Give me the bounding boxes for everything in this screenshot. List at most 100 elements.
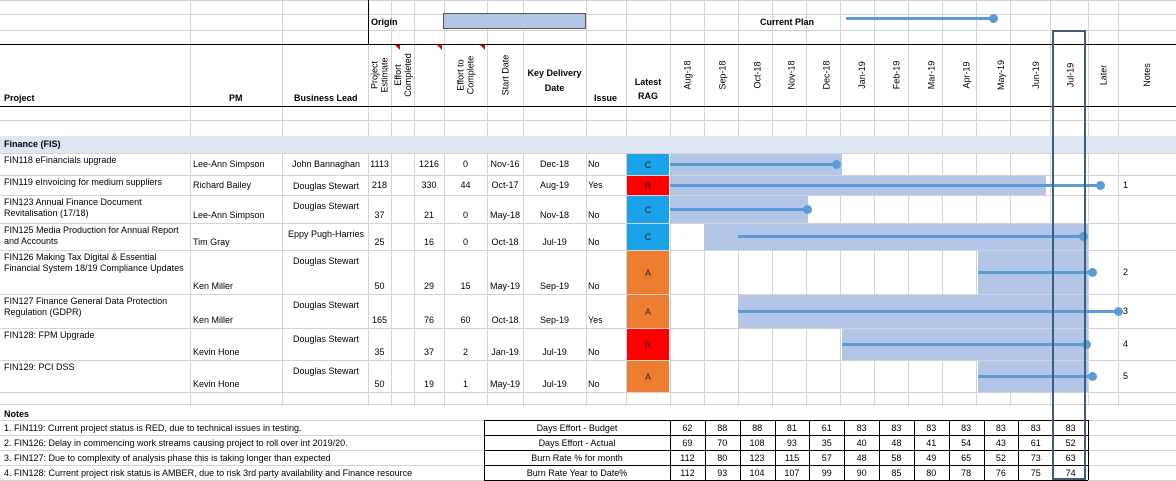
comment-marker[interactable] (480, 45, 485, 50)
summary-cell[interactable]: 80 (717, 453, 728, 463)
start-date-value[interactable]: Oct-17 (491, 179, 519, 190)
project-business-lead[interactable]: Douglas Stewart (292, 366, 360, 376)
issue-value[interactable]: No (588, 210, 600, 220)
project-estimate-value[interactable]: 50 (374, 281, 385, 291)
summary-cell[interactable]: 40 (856, 438, 867, 448)
project-business-lead[interactable]: Douglas Stewart (292, 300, 360, 310)
key-delivery-date-value[interactable]: Sep-19 (539, 281, 570, 291)
summary-cell[interactable]: 61 (821, 423, 832, 433)
summary-cell[interactable]: 83 (1065, 423, 1076, 433)
note-reference[interactable]: 3 (1123, 306, 1129, 316)
note-reference[interactable]: 5 (1123, 371, 1129, 381)
effort-completed-value[interactable]: 19 (423, 379, 434, 389)
plan-end-dot[interactable] (1088, 267, 1097, 277)
summary-cell[interactable]: 57 (821, 453, 832, 463)
note-reference[interactable]: 2 (1123, 267, 1129, 277)
effort-to-complete-value[interactable]: 2 (462, 347, 468, 357)
start-date-value[interactable]: Oct-18 (491, 237, 519, 247)
summary-cell[interactable]: 41 (926, 438, 937, 448)
summary-cell[interactable]: 83 (1030, 423, 1041, 433)
project-estimate-value[interactable]: 1113 (370, 158, 389, 169)
summary-cell[interactable]: 90 (856, 468, 867, 478)
summary-cell[interactable]: 70 (717, 438, 728, 448)
rag-status-cell[interactable]: C (627, 224, 669, 250)
effort-completed-value[interactable]: 21 (423, 210, 434, 220)
rag-status-cell[interactable]: A (627, 295, 669, 328)
issue-value[interactable]: No (588, 158, 600, 169)
rag-status-cell[interactable]: R (627, 329, 669, 360)
project-business-lead[interactable]: Douglas Stewart (292, 256, 360, 266)
key-delivery-date-value[interactable]: Jul-19 (542, 379, 567, 389)
plan-end-dot[interactable] (1096, 180, 1105, 190)
rag-status-cell[interactable]: R (627, 176, 669, 195)
summary-cell[interactable]: 107 (784, 468, 800, 478)
project-name[interactable]: FIN119 eInvoicing for medium suppliers (4, 177, 162, 187)
rag-status-cell[interactable]: C (627, 154, 669, 175)
effort-completed-value[interactable]: 76 (423, 315, 434, 325)
summary-cell[interactable]: 43 (995, 438, 1006, 448)
summary-cell[interactable]: 63 (1065, 453, 1076, 463)
plan-end-dot[interactable] (1079, 232, 1088, 241)
start-date-value[interactable]: Jan-19 (491, 347, 519, 357)
project-name[interactable]: FIN125 Media Production for Annual Repor… (4, 225, 179, 246)
start-date-value[interactable]: May-19 (489, 379, 520, 389)
summary-cell[interactable]: 48 (856, 453, 867, 463)
summary-cell[interactable]: 81 (786, 423, 797, 433)
key-delivery-date-value[interactable]: Nov-18 (539, 210, 569, 220)
plan-end-dot[interactable] (1082, 339, 1091, 349)
project-name[interactable]: FIN129: PCI DSS (4, 362, 75, 372)
summary-cell[interactable]: 49 (926, 453, 937, 463)
summary-cell[interactable]: 123 (749, 453, 765, 463)
project-business-lead[interactable]: Douglas Stewart (292, 201, 360, 211)
start-date-value[interactable]: Nov-16 (490, 158, 520, 169)
summary-cell[interactable]: 83 (891, 423, 902, 433)
effort-completed-value[interactable]: 16 (423, 237, 434, 247)
summary-cell[interactable]: 62 (682, 423, 693, 433)
issue-value[interactable]: No (588, 281, 600, 291)
project-estimate-value[interactable]: 50 (374, 379, 385, 389)
summary-cell[interactable]: 52 (1065, 438, 1076, 448)
summary-cell[interactable]: 83 (995, 423, 1006, 433)
project-business-lead[interactable]: Douglas Stewart (292, 181, 360, 191)
summary-cell[interactable]: 75 (1030, 468, 1041, 478)
comment-marker[interactable] (437, 45, 442, 50)
rag-status-cell[interactable]: A (627, 251, 669, 294)
note-reference[interactable]: 4 (1123, 339, 1129, 349)
summary-cell[interactable]: 80 (926, 468, 937, 478)
start-date-value[interactable]: Oct-18 (491, 315, 519, 325)
start-date-value[interactable]: May-18 (489, 210, 520, 220)
project-estimate-value[interactable]: 218 (371, 179, 388, 190)
project-name[interactable]: FIN123 Annual Finance Document Revitalis… (4, 197, 142, 218)
issue-value[interactable]: No (588, 379, 600, 389)
issue-value[interactable]: Yes (588, 315, 603, 325)
key-delivery-date-value[interactable]: Sep-19 (539, 315, 570, 325)
summary-cell[interactable]: 54 (961, 438, 972, 448)
project-pm[interactable]: Ken Miller (193, 281, 234, 291)
summary-cell[interactable]: 83 (856, 423, 867, 433)
effort-completed-value[interactable]: 29 (423, 281, 434, 291)
summary-cell[interactable]: 74 (1065, 468, 1076, 478)
effort-to-complete-value[interactable]: 1 (462, 379, 468, 389)
summary-cell[interactable]: 61 (1030, 438, 1041, 448)
summary-cell[interactable]: 83 (961, 423, 972, 433)
summary-cell[interactable]: 52 (995, 453, 1006, 463)
summary-cell[interactable]: 88 (752, 423, 763, 433)
rag-status-cell[interactable]: C (627, 196, 669, 223)
project-pm[interactable]: Lee-Ann Simpson (193, 210, 265, 220)
comment-marker[interactable] (395, 45, 400, 50)
summary-cell[interactable]: 99 (821, 468, 832, 478)
summary-cell[interactable]: 48 (891, 438, 902, 448)
issue-value[interactable]: No (588, 237, 600, 247)
summary-cell[interactable]: 76 (995, 468, 1006, 478)
effort-completed-value[interactable]: 330 (421, 179, 437, 190)
project-pm[interactable]: Lee-Ann Simpson (193, 158, 265, 169)
project-name[interactable]: FIN127 Finance General Data Protection R… (4, 296, 168, 317)
summary-cell[interactable]: 108 (749, 438, 765, 448)
project-business-lead[interactable]: Douglas Stewart (292, 334, 360, 344)
summary-cell[interactable]: 93 (717, 468, 728, 478)
effort-to-complete-value[interactable]: 44 (460, 179, 471, 190)
project-business-lead[interactable]: Eppy Pugh-Harries (287, 229, 365, 239)
summary-cell[interactable]: 112 (680, 453, 695, 463)
summary-cell[interactable]: 65 (961, 453, 972, 463)
key-delivery-date-value[interactable]: Jul-19 (542, 347, 567, 357)
